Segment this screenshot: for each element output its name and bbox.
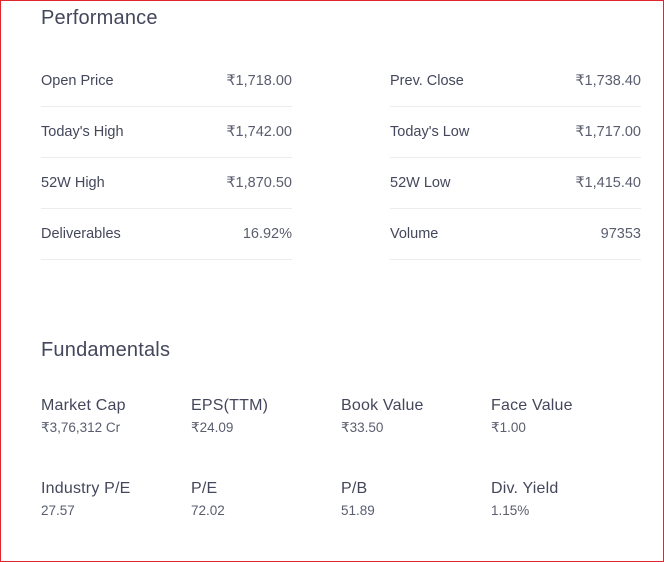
- perf-label: Deliverables: [41, 226, 121, 242]
- fund-value: ₹3,76,312 Cr: [41, 420, 121, 435]
- fund-item-eps-ttm: EPS(TTM) ₹24.09: [191, 394, 341, 477]
- fund-row: Industry P/E 27.57 P/E 72.02 P/B 51.89 D…: [41, 477, 641, 560]
- perf-value: 97353: [600, 226, 641, 242]
- perf-label: Today's Low: [390, 124, 470, 140]
- fund-value: 1.15%: [491, 503, 530, 518]
- fund-label: P/B: [341, 480, 368, 497]
- fund-value: ₹24.09: [191, 420, 234, 435]
- perf-label: Prev. Close: [390, 73, 464, 89]
- perf-label: Volume: [390, 226, 439, 242]
- fund-item-book-value: Book Value ₹33.50: [341, 394, 491, 477]
- perf-value: ₹1,738.40: [575, 73, 641, 89]
- fund-value: 72.02: [191, 503, 225, 518]
- perf-row-deliverables: Deliverables 16.92%: [41, 209, 292, 260]
- fund-value: 27.57: [41, 503, 75, 518]
- fund-row: Market Cap ₹3,76,312 Cr EPS(TTM) ₹24.09 …: [41, 394, 641, 477]
- perf-label: Today's High: [41, 124, 124, 140]
- perf-label: Open Price: [41, 73, 114, 89]
- fund-label: Market Cap: [41, 397, 126, 414]
- perf-value: ₹1,717.00: [575, 124, 641, 140]
- perf-row-prev-close: Prev. Close ₹1,738.40: [390, 56, 641, 107]
- perf-label: 52W Low: [390, 175, 451, 191]
- perf-value: ₹1,870.50: [226, 175, 292, 191]
- fund-item-pe: P/E 72.02: [191, 477, 341, 560]
- performance-title: Performance: [41, 7, 158, 29]
- perf-row-52w-low: 52W Low ₹1,415.40: [390, 158, 641, 209]
- perf-value: ₹1,415.40: [575, 175, 641, 191]
- fund-item-div-yield: Div. Yield 1.15%: [491, 477, 641, 560]
- fund-label: Div. Yield: [491, 480, 559, 497]
- fund-label: Book Value: [341, 397, 424, 414]
- fund-item-pb: P/B 51.89: [341, 477, 491, 560]
- fund-label: Face Value: [491, 397, 573, 414]
- fund-value: 51.89: [341, 503, 375, 518]
- fund-item-industry-pe: Industry P/E 27.57: [41, 477, 191, 560]
- perf-row-open-price: Open Price ₹1,718.00: [41, 56, 292, 107]
- fund-value: ₹33.50: [341, 420, 384, 435]
- fundamentals-grid: Market Cap ₹3,76,312 Cr EPS(TTM) ₹24.09 …: [41, 394, 641, 560]
- fund-item-market-cap: Market Cap ₹3,76,312 Cr: [41, 394, 191, 477]
- performance-left-column: Open Price ₹1,718.00 Today's High ₹1,742…: [41, 56, 292, 260]
- perf-row-volume: Volume 97353: [390, 209, 641, 260]
- perf-value: 16.92%: [242, 226, 292, 242]
- perf-value: ₹1,718.00: [226, 73, 292, 89]
- fund-item-face-value: Face Value ₹1.00: [491, 394, 641, 477]
- perf-row-todays-high: Today's High ₹1,742.00: [41, 107, 292, 158]
- fundamentals-title: Fundamentals: [41, 339, 171, 361]
- fund-value: ₹1.00: [491, 420, 526, 435]
- performance-right-column: Prev. Close ₹1,738.40 Today's Low ₹1,717…: [390, 56, 641, 260]
- perf-row-todays-low: Today's Low ₹1,717.00: [390, 107, 641, 158]
- perf-value: ₹1,742.00: [226, 124, 292, 140]
- perf-row-52w-high: 52W High ₹1,870.50: [41, 158, 292, 209]
- fund-label: EPS(TTM): [191, 397, 269, 414]
- perf-label: 52W High: [41, 175, 105, 191]
- fund-label: P/E: [191, 480, 218, 497]
- fund-label: Industry P/E: [41, 480, 131, 497]
